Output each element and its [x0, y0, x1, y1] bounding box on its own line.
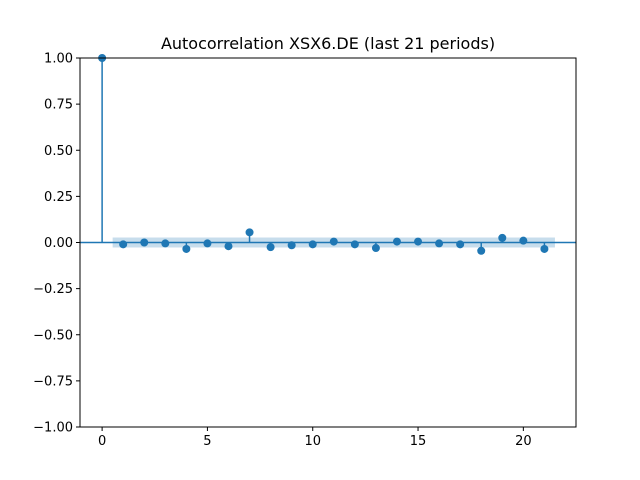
x-tick-label: 15 — [410, 434, 427, 449]
acf-point — [392, 237, 401, 246]
acf-point — [224, 242, 233, 251]
acf-point — [245, 228, 254, 237]
y-tick-label: −0.50 — [33, 328, 73, 343]
acf-point — [119, 240, 128, 249]
acf-point — [287, 241, 296, 250]
y-tick-label: −0.25 — [33, 282, 73, 297]
y-tick-label: 0.25 — [44, 190, 73, 205]
acf-point — [203, 239, 212, 248]
y-tick-label: 1.00 — [44, 52, 73, 67]
x-tick-label: 20 — [515, 434, 532, 449]
y-tick-label: −1.00 — [33, 421, 73, 436]
acf-point — [329, 237, 338, 246]
acf-point — [414, 237, 423, 246]
acf-point — [308, 240, 317, 249]
acf-point — [266, 243, 275, 252]
acf-point — [498, 233, 507, 242]
acf-point — [540, 244, 549, 253]
acf-point — [456, 240, 465, 249]
acf-point — [371, 244, 380, 253]
x-tick-label: 0 — [98, 434, 106, 449]
acf-point — [435, 239, 444, 248]
acf-point — [140, 238, 149, 247]
acf-point — [182, 244, 191, 253]
acf-point — [519, 236, 528, 245]
chart-title: Autocorrelation XSX6.DE (last 21 periods… — [161, 34, 495, 53]
y-tick-label: 0.00 — [44, 236, 73, 251]
acf-point — [161, 239, 170, 248]
y-tick-label: 0.75 — [44, 98, 73, 113]
acf-point — [477, 246, 486, 255]
x-tick-label: 10 — [304, 434, 321, 449]
acf-point — [350, 240, 359, 249]
y-tick-label: 0.50 — [44, 144, 73, 159]
x-tick-label: 5 — [203, 434, 211, 449]
y-tick-label: −0.75 — [33, 374, 73, 389]
